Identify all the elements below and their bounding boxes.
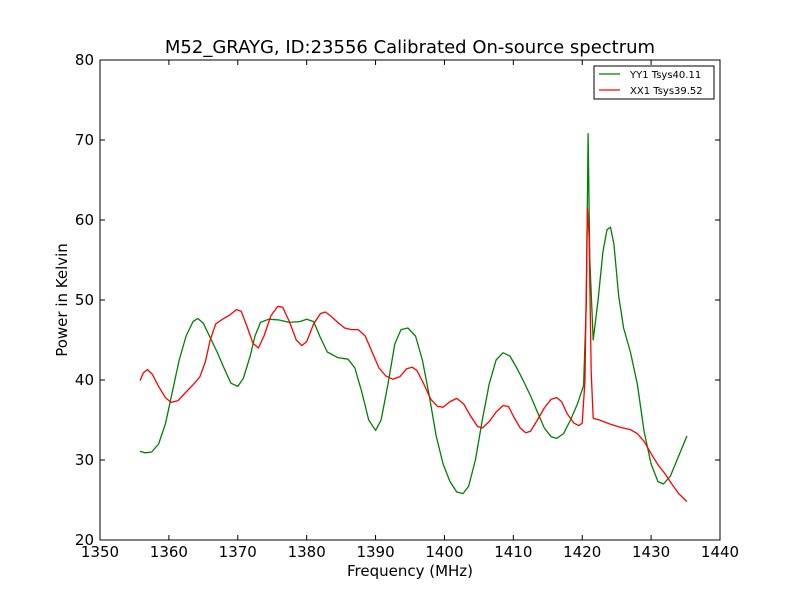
y-axis-ticks: 20 30 40 50 60 70 80: [75, 51, 720, 549]
x-tick-label: 1360: [150, 543, 188, 561]
legend-label-xx1: XX1 Tsys39.52: [630, 86, 703, 97]
y-tick-label: 80: [75, 51, 94, 69]
chart-title: M52_GRAYG, ID:23556 Calibrated On-source…: [165, 37, 655, 58]
legend-label-yy1: YY1 Tsys40.11: [629, 70, 701, 81]
y-tick-label: 30: [75, 451, 94, 469]
y-tick-label: 70: [75, 131, 94, 149]
x-axis-ticks: 1350 1360 1370 1380 1390 1400 1410 1420 1430 1440: [81, 60, 739, 561]
series-line-xx1: [139, 207, 688, 503]
legend-box: [593, 65, 715, 100]
x-axis-label: Frequency (MHz): [347, 562, 473, 580]
x-tick-label: 1440: [701, 543, 739, 561]
legend: YY1 Tsys40.11 XX1 Tsys39.52: [593, 65, 715, 100]
y-tick-label: 20: [75, 531, 94, 549]
x-tick-label: 1390: [356, 543, 394, 561]
y-tick-label: 60: [75, 211, 94, 229]
x-tick-label: 1410: [494, 543, 532, 561]
y-axis-label: Power in Kelvin: [53, 243, 71, 357]
x-tick-label: 1400: [425, 543, 463, 561]
x-tick-label: 1430: [632, 543, 670, 561]
x-tick-label: 1370: [219, 543, 257, 561]
x-tick-label: 1380: [288, 543, 326, 561]
series-line-yy1: [139, 132, 688, 495]
y-tick-label: 50: [75, 291, 94, 309]
x-tick-label: 1420: [563, 543, 601, 561]
x-tick-label: 1350: [81, 543, 119, 561]
y-tick-label: 40: [75, 371, 94, 389]
series-layer: [139, 132, 688, 503]
